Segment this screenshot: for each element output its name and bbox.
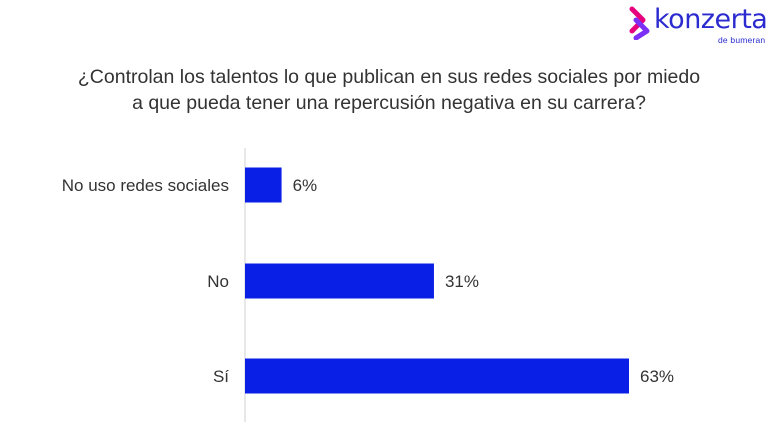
chart-title: ¿Controlan los talentos lo que publican … [20,64,758,116]
value-label-2: 63% [640,367,674,386]
bar-0 [245,167,282,203]
category-label-0: No uso redes sociales [62,176,229,195]
konzerta-logo: konzerta de bumeran [628,4,774,50]
value-label-0: 6% [293,176,318,195]
brand-name: konzerta [654,4,768,35]
bars-group: No uso redes sociales 6% No 31% Sí 63% [62,167,674,394]
bar-1 [245,263,434,299]
bar-2 [245,358,629,394]
chart-title-line-1: ¿Controlan los talentos lo que publican … [77,66,701,88]
category-label-1: No [207,272,229,291]
brand-tagline: de bumeran [718,35,766,45]
konzerta-mark-icon [629,6,650,40]
value-label-1: 31% [445,272,479,291]
chart-title-line-2: a que pueda tener una repercusión negati… [132,92,646,114]
category-label-2: Sí [213,367,229,386]
